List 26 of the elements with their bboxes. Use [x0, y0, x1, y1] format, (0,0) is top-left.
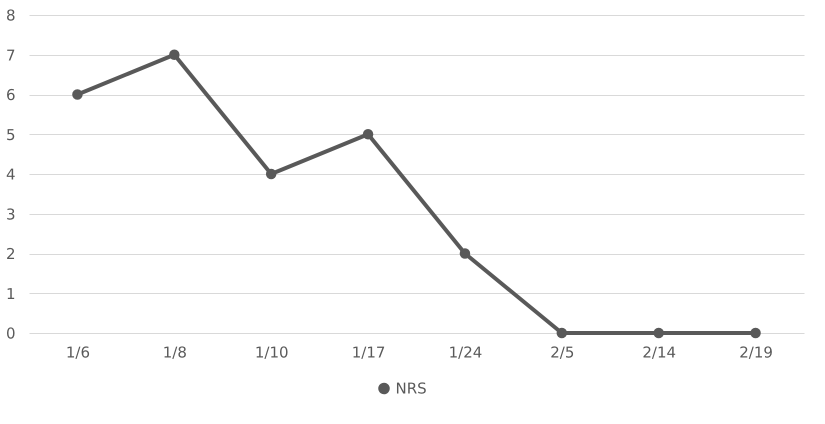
x-tick-label: 2/19 [739, 344, 773, 362]
x-tick-label: 1/24 [448, 344, 482, 362]
x-tick-label: 1/17 [352, 344, 386, 362]
legend-label: NRS [396, 380, 427, 398]
point [72, 89, 83, 100]
y-tick-label: 7 [6, 46, 16, 64]
point [750, 328, 761, 338]
y-tick-label: 5 [6, 126, 16, 144]
y-tick-label: 1 [6, 284, 16, 303]
x-tick-label: 2/5 [550, 344, 574, 362]
point [460, 248, 470, 259]
y-tick-label: 0 [6, 324, 16, 342]
y-tick-label: 3 [6, 205, 16, 224]
y-tick-label: 6 [6, 86, 16, 104]
y-tick-label: 4 [6, 166, 16, 184]
x-tick-label: 2/14 [642, 344, 676, 362]
point [362, 129, 374, 140]
point [169, 50, 180, 60]
point [266, 168, 276, 180]
x-tick-label: 1/8 [162, 344, 187, 362]
x-tick-label: 1/10 [254, 344, 289, 362]
x-tick-label: 1/6 [66, 344, 90, 362]
y-tick-label: 8 [6, 6, 16, 24]
point [653, 328, 664, 338]
y-tick-label: 2 [6, 245, 16, 263]
point [556, 328, 568, 338]
